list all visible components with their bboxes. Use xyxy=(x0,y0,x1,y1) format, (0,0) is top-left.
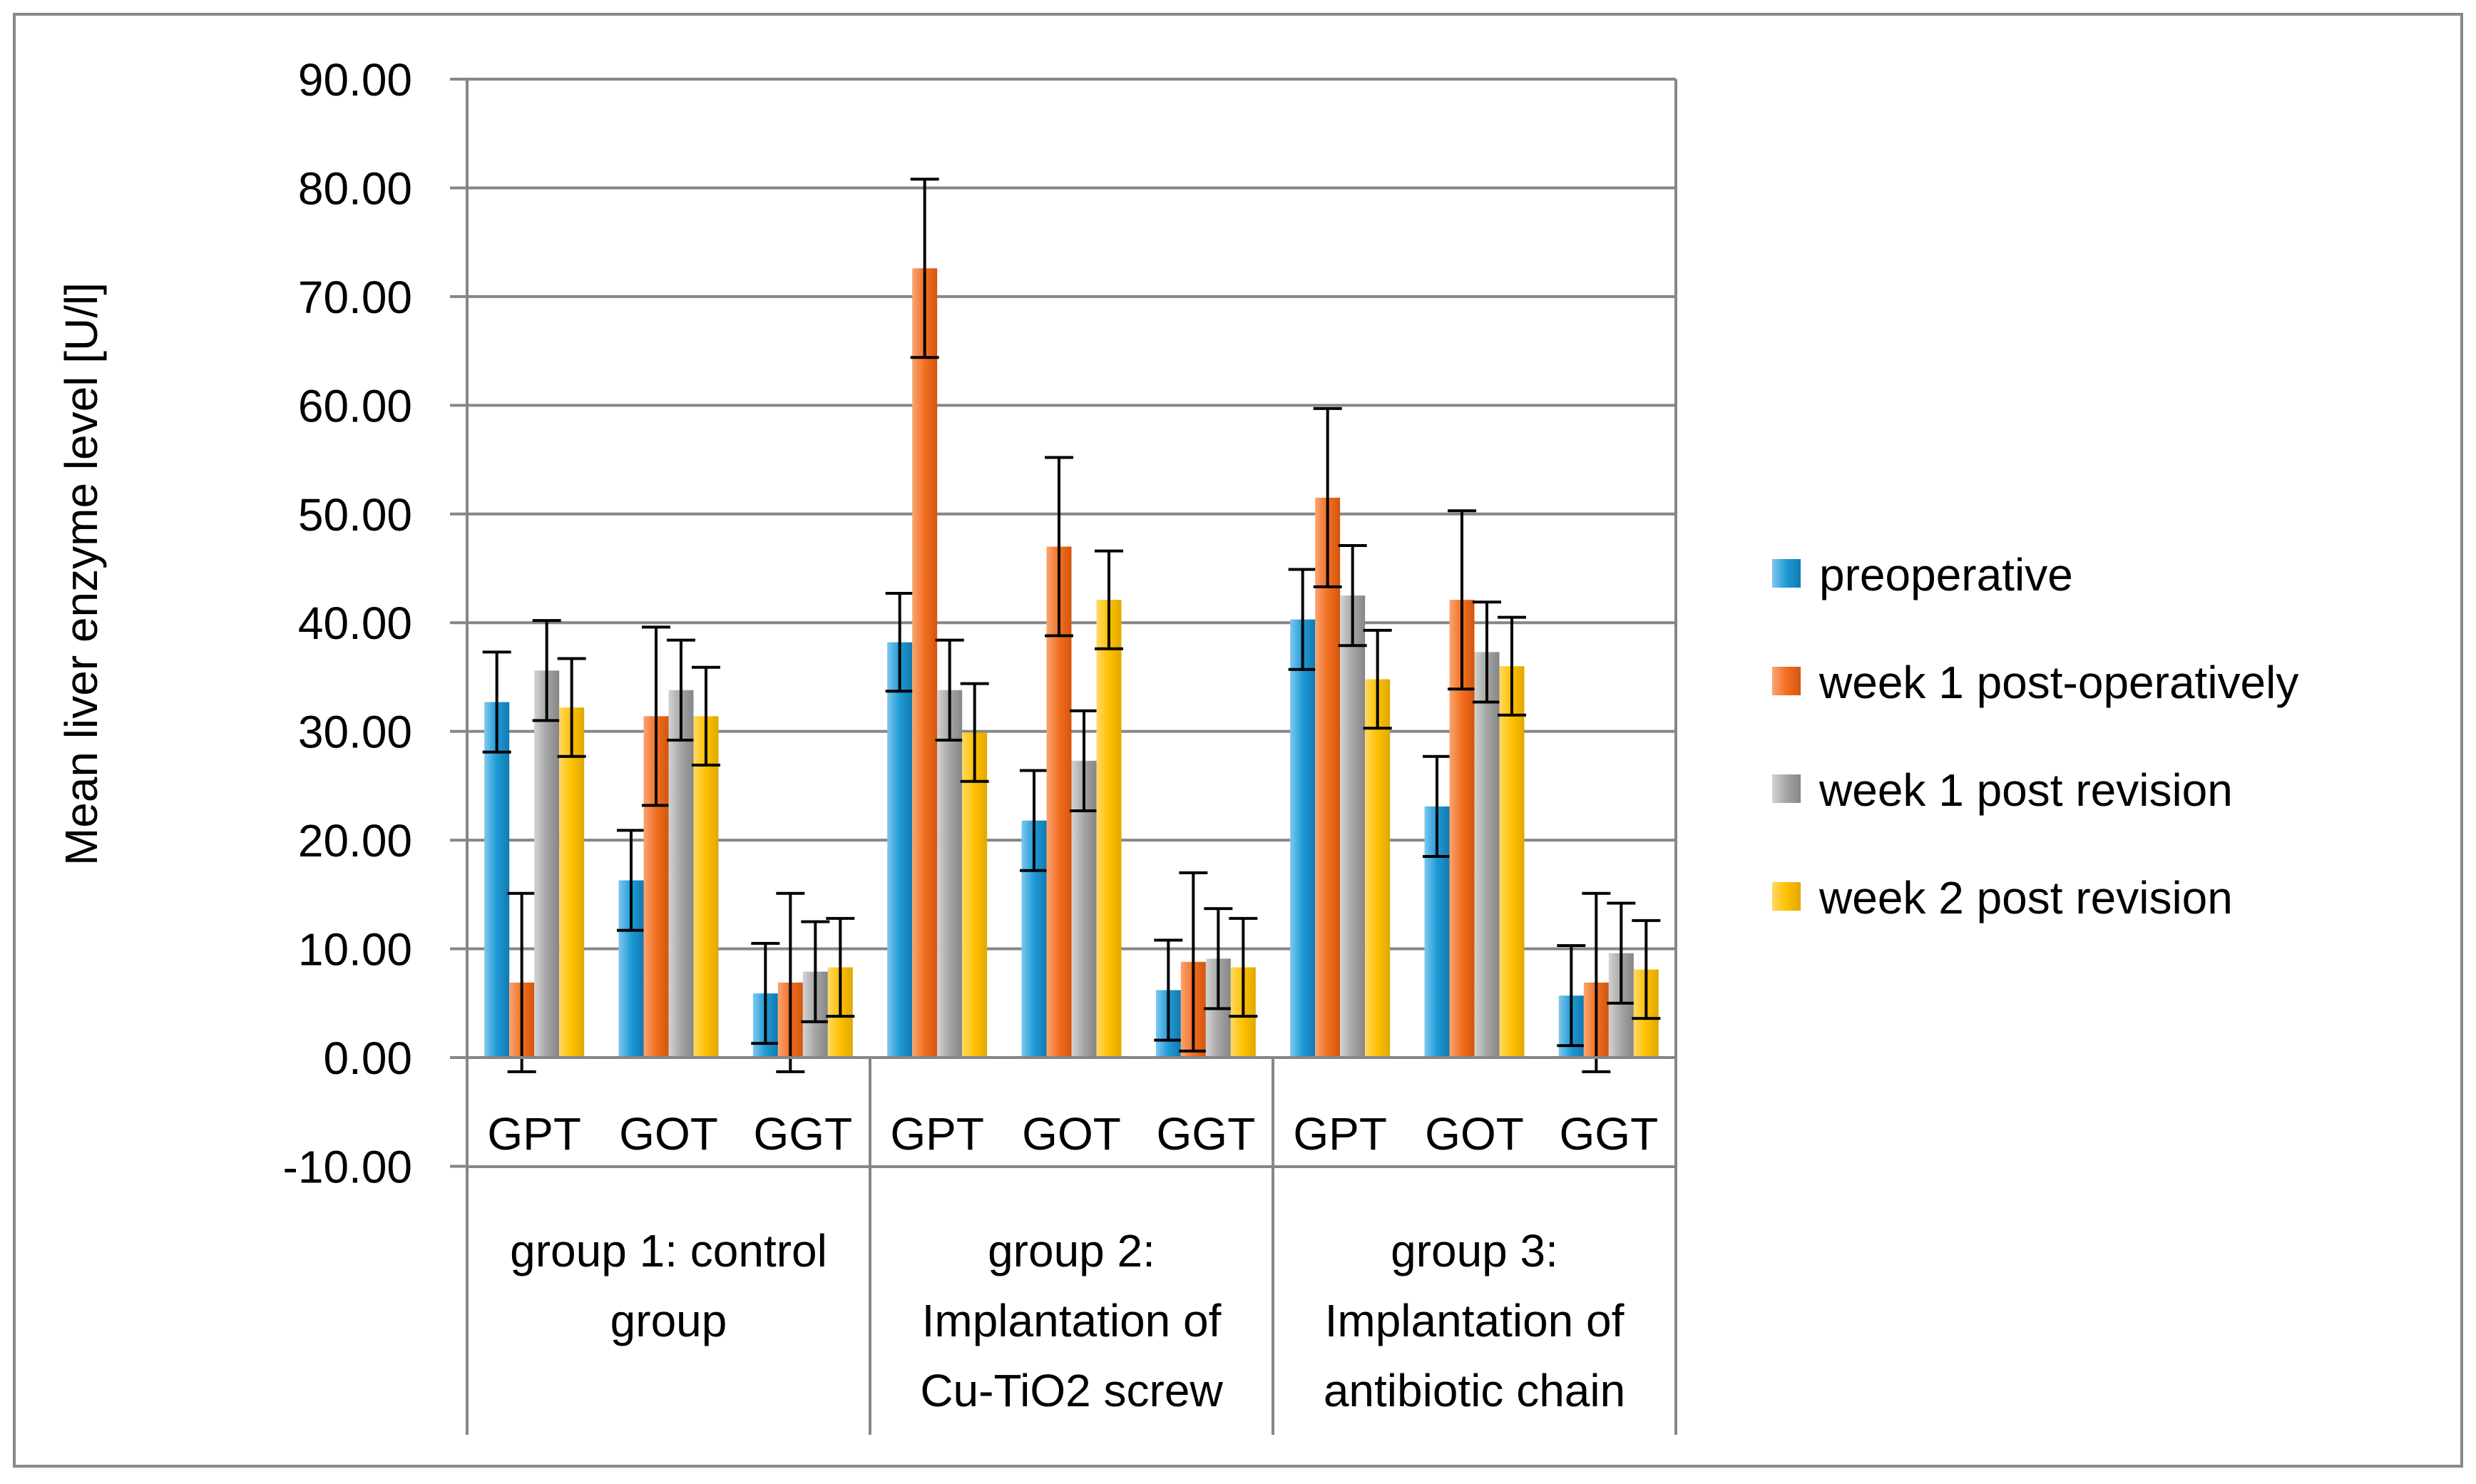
y-tick-label: 20.00 xyxy=(298,815,412,866)
x-tick-label-enzyme: GOT xyxy=(1022,1108,1121,1160)
y-tick-label: 90.00 xyxy=(298,54,412,106)
x-group-label: group xyxy=(610,1295,727,1346)
bar-week-2-post-revision xyxy=(1499,666,1525,1058)
bar-week-2-post-revision xyxy=(693,716,719,1058)
legend-swatch xyxy=(1772,882,1801,911)
chart-border xyxy=(13,13,2463,1468)
bar-week-1-post-operatively xyxy=(912,268,938,1058)
y-tick-label: 30.00 xyxy=(298,707,412,758)
legend-label: week 1 post revision xyxy=(1818,764,2233,816)
x-tick-label-enzyme: GPT xyxy=(1293,1108,1387,1160)
legend-label: week 2 post revision xyxy=(1818,872,2233,923)
bar-preoperative xyxy=(1290,619,1316,1058)
x-group-label: antibiotic chain xyxy=(1324,1365,1625,1416)
bar-week-2-post-revision xyxy=(559,707,585,1058)
bar-week-2-post-revision xyxy=(1365,679,1391,1058)
legend-label: preoperative xyxy=(1819,549,2073,600)
x-tick-label-enzyme: GGT xyxy=(1560,1108,1659,1160)
x-tick-label-enzyme: GPT xyxy=(890,1108,984,1160)
y-tick-label: 70.00 xyxy=(298,272,412,323)
x-tick-label-enzyme: GOT xyxy=(1425,1108,1524,1160)
legend-swatch xyxy=(1772,559,1801,588)
x-group-label: Implantation of xyxy=(922,1295,1222,1346)
bars xyxy=(482,178,1661,1073)
y-tick-label: 50.00 xyxy=(298,489,412,541)
bar-week-2-post-revision xyxy=(962,732,988,1058)
legend-swatch xyxy=(1772,667,1801,695)
x-tick-label-enzyme: GPT xyxy=(487,1108,581,1160)
bar-preoperative xyxy=(484,702,510,1058)
bar-preoperative xyxy=(887,642,913,1058)
bar-week-1-post-operatively xyxy=(1315,497,1341,1058)
x-group-label: group 3: xyxy=(1391,1225,1558,1276)
x-tick-label-enzyme: GOT xyxy=(619,1108,718,1160)
axes: 90.00 80.00 70.00 60.00 50.00 40.00 30.00 20.00… xyxy=(283,54,1677,1435)
bar-week-1-post-revision xyxy=(534,670,560,1058)
x-group-label: Implantation of xyxy=(1325,1295,1625,1346)
x-tick-label-enzyme: GGT xyxy=(754,1108,853,1160)
y-tick-label: 60.00 xyxy=(298,380,412,431)
bar-week-1-post-revision xyxy=(668,690,694,1058)
x-group-label: group 2: xyxy=(988,1225,1155,1276)
bar-week-1-post-revision xyxy=(1340,595,1366,1058)
legend-swatch xyxy=(1772,774,1801,803)
legend: preoperative week 1 post-operatively week … xyxy=(1772,549,2298,923)
bar-week-2-post-revision xyxy=(1096,600,1122,1058)
legend-label: week 1 post-operatively xyxy=(1818,657,2298,708)
y-tick-label: 0.00 xyxy=(323,1033,412,1084)
x-group-label: group 1: control xyxy=(510,1225,827,1276)
y-tick-label: 40.00 xyxy=(298,598,412,649)
bar-week-1-post-revision xyxy=(1474,652,1500,1058)
y-tick-label: 10.00 xyxy=(298,924,412,976)
x-group-label: Cu-TiO2 screw xyxy=(920,1365,1223,1416)
y-tick-label: 80.00 xyxy=(298,163,412,214)
bar-week-1-post-revision xyxy=(937,690,963,1058)
y-tick-label: -10.00 xyxy=(283,1141,412,1192)
y-axis-title: Mean liver enzyme level [U/l] xyxy=(56,282,107,866)
x-tick-label-enzyme: GGT xyxy=(1157,1108,1256,1160)
